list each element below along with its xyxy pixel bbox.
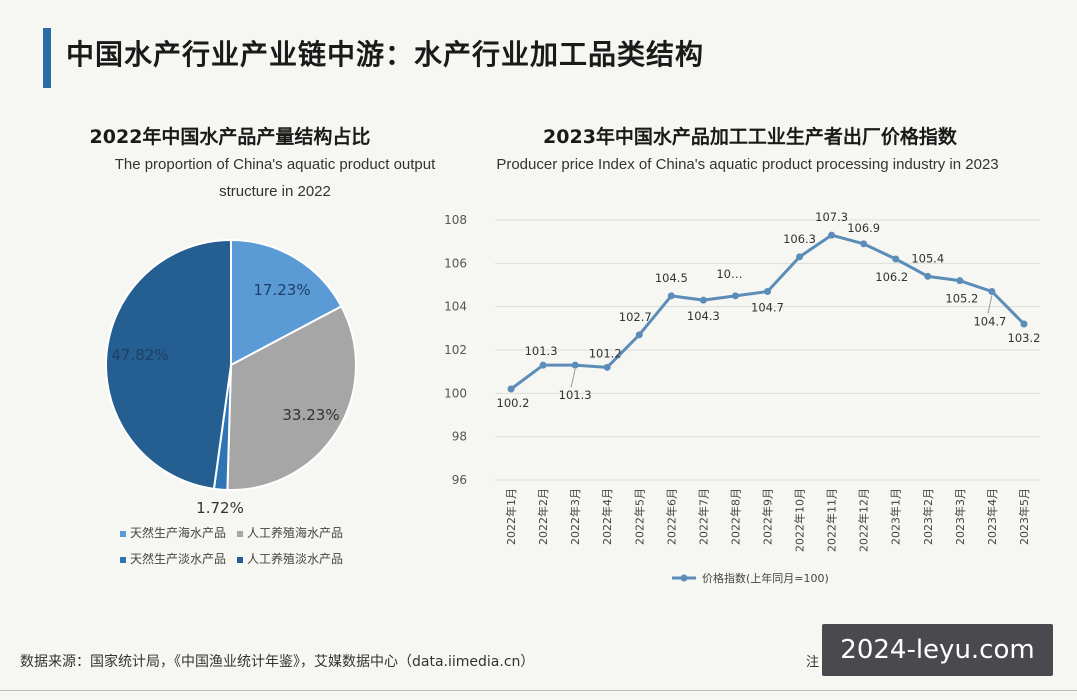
data-label: 104.7	[973, 315, 1006, 329]
watermark-badge: 2024-leyu.com	[822, 624, 1053, 676]
data-source-note: 数据来源：国家统计局，《中国渔业统计年鉴》，艾媒数据中心（data.iimedi…	[20, 654, 535, 670]
x-tick-label: 2022年12月	[857, 488, 871, 552]
data-label: 100.2	[497, 396, 530, 410]
data-label: 106.2	[875, 270, 908, 284]
data-point	[731, 292, 739, 300]
data-point	[571, 361, 579, 369]
x-tick-label: 2022年1月	[504, 488, 518, 545]
x-tick-label: 2022年8月	[728, 488, 742, 545]
data-point	[924, 272, 932, 280]
y-tick-label: 98	[452, 430, 467, 444]
x-tick-label: 2022年4月	[600, 488, 614, 545]
x-tick-label: 2023年1月	[889, 488, 903, 545]
data-point	[507, 385, 515, 393]
x-tick-label: 2023年2月	[921, 488, 935, 545]
data-label: 102.7	[619, 310, 652, 324]
y-tick-label: 106	[444, 256, 467, 270]
page-title: 中国水产行业产业链中游：水产行业加工品类结构	[66, 38, 705, 71]
data-point	[796, 253, 804, 261]
data-point	[667, 292, 675, 300]
x-tick-label: 2022年7月	[696, 488, 710, 545]
data-label: 103.2	[1008, 331, 1041, 345]
data-label: 106.3	[783, 232, 816, 246]
pie-slice	[226, 305, 357, 491]
data-point	[603, 363, 611, 371]
line-chart-subtitle: Producer price Index of China's aquatic …	[496, 156, 999, 173]
label-leader	[987, 295, 993, 314]
legend-swatch	[237, 531, 243, 537]
footnote: 注	[806, 655, 820, 670]
data-point	[539, 361, 547, 369]
legend-label: 人工养殖海水产品	[247, 525, 343, 540]
x-tick-label: 2022年5月	[632, 488, 646, 545]
data-label: 104.5	[655, 271, 688, 285]
legend-swatch	[237, 557, 243, 563]
data-label: 101.3	[559, 388, 592, 402]
legend-swatch	[120, 557, 126, 563]
pie-slice-label: 17.23%	[253, 281, 310, 299]
bottom-divider	[0, 690, 1077, 691]
legend-label: 人工养殖淡水产品	[247, 551, 343, 566]
x-tick-label: 2022年3月	[568, 488, 582, 545]
data-label: 104.7	[751, 301, 784, 315]
pie-slice	[230, 238, 343, 367]
pie-slice-label: 47.82%	[111, 346, 168, 364]
x-tick-label: 2022年2月	[536, 488, 550, 545]
data-label: 105.4	[911, 251, 944, 265]
legend-label: 天然生产海水产品	[130, 525, 226, 540]
y-tick-label: 104	[444, 300, 467, 314]
pie-chart: 17.23% 33.23% 1.72% 47.82% 天然生产海水产品 人工养殖海水产品天…	[105, 238, 357, 566]
x-tick-label: 2023年4月	[985, 488, 999, 545]
pie-chart-subtitle-1: The proportion of China's aquatic produc…	[114, 156, 436, 173]
x-tick-label: 2023年3月	[953, 488, 967, 545]
x-tick-label: 2022年6月	[664, 488, 678, 545]
x-tick-label: 2022年10月	[793, 488, 807, 552]
pie-chart-subtitle-2: structure in 2022	[219, 183, 331, 200]
data-point	[988, 288, 996, 295]
legend-label: 价格指数(上年同月=100)	[702, 571, 829, 585]
line-chart: 96 98 100 102 104 106 108 2022年1月 2022年2月 2022年3月…	[444, 210, 1041, 585]
pie-slice	[105, 238, 232, 490]
pie-chart-title: 2022年中国水产品产量结构占比	[89, 126, 371, 148]
pie-slice-label: 1.72%	[196, 499, 244, 517]
data-point	[956, 277, 964, 285]
pie-slice-label: 33.23%	[282, 406, 339, 424]
line-chart-title: 2023年中国水产品加工工业生产者出厂价格指数	[543, 126, 957, 148]
data-point	[860, 240, 868, 248]
legend-marker	[680, 574, 688, 582]
label-leader	[570, 369, 576, 388]
data-point	[892, 255, 900, 263]
data-label: 105.2	[945, 292, 978, 306]
y-tick-label: 102	[444, 343, 467, 357]
x-tick-label: 2023年5月	[1017, 488, 1031, 545]
data-label: 101.2	[589, 346, 622, 360]
data-point	[1020, 320, 1028, 328]
data-point	[699, 296, 707, 304]
legend-swatch	[120, 531, 126, 537]
data-label: 107.3	[815, 210, 848, 224]
data-point	[764, 288, 771, 295]
y-tick-label: 100	[444, 386, 467, 400]
data-label: 10…	[716, 267, 742, 281]
y-tick-label: 96	[452, 473, 467, 487]
legend-label: 天然生产淡水产品	[130, 551, 226, 566]
y-tick-label: 108	[444, 213, 467, 227]
title-accent-bar	[43, 28, 51, 88]
data-point	[828, 231, 836, 239]
data-label: 104.3	[687, 309, 720, 323]
data-label: 106.9	[847, 221, 880, 235]
data-label: 101.3	[525, 344, 558, 358]
x-tick-label: 2022年11月	[825, 488, 839, 552]
data-point	[635, 331, 643, 339]
x-tick-label: 2022年9月	[761, 488, 775, 545]
